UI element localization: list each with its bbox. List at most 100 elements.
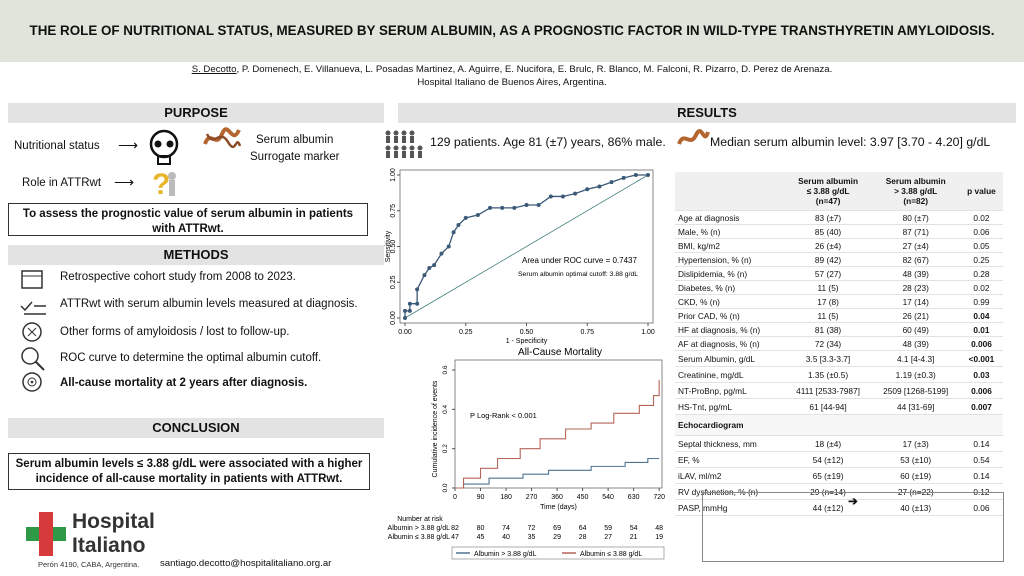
table-cell: HS-Tnt, pg/mL	[675, 398, 785, 415]
risk-count: 64	[579, 525, 587, 532]
table-row: iLAV, ml/m2 65 (±19) 60 (±19) 0.14	[675, 467, 1003, 484]
arrow: ➔	[848, 496, 858, 508]
table-cell: Serum Albumin, g/dL	[675, 350, 785, 367]
hospital-logo-cross	[26, 512, 66, 556]
method-item: All-cause mortality at 2 years after dia…	[60, 377, 308, 389]
table-cell: iLAV, ml/m2	[675, 467, 785, 484]
table-cell: Dislipidemia, % (n)	[675, 266, 785, 281]
risk-label: Number at risk	[397, 516, 443, 523]
table-row: EF, % 54 (±12) 53 (±10) 0.54	[675, 451, 1003, 468]
stat-albumin: Median serum albumin level: 3.97 [3.70 -…	[710, 135, 991, 149]
purpose-right2: Surrogate marker	[250, 151, 340, 163]
risk-count: 74	[502, 525, 510, 532]
header-cell: p value	[959, 172, 1003, 211]
method-item: ROC curve to determine the optimal album…	[60, 352, 322, 364]
protein-icon	[677, 129, 710, 145]
roc-point	[475, 213, 480, 218]
roc-point	[597, 184, 602, 189]
table-cell: Age at diagnosis	[675, 210, 785, 225]
svg-text:?: ?	[152, 168, 170, 200]
table-cell: 82 (67)	[871, 252, 960, 267]
y-axis-label: Sensitivity	[385, 230, 392, 262]
table-cell: Diabetes, % (n)	[675, 280, 785, 295]
roc-point	[432, 263, 437, 268]
table-row: Dislipidemia, % (n) 57 (27) 48 (39) 0.28	[675, 266, 1003, 281]
x-tick-label: 1.00	[641, 329, 655, 336]
header-row: Serum albumin ≤ 3.88 g/dL (n=47) Serum albu…	[675, 172, 1003, 211]
table-row: Creatinine, mg/dL 1.35 (±0.5) 1.19 (±0.3) 0…	[675, 366, 1003, 383]
risk-count: 54	[630, 525, 638, 532]
logo-text: Hospital	[72, 510, 155, 533]
protein-icon	[203, 127, 242, 149]
table-cell: 0.02	[959, 210, 1003, 225]
x-tick-label: 270	[526, 494, 538, 501]
table-cell: 3.5 [3.3-3.7]	[784, 350, 872, 367]
legend-frame	[451, 546, 665, 560]
table-row: Septal thickness, mm 18 (±4) 17 (±3) 0.14	[675, 435, 1003, 452]
x-tick-label: 0.00	[398, 329, 412, 336]
x-tick-label: 630	[628, 494, 640, 501]
plot-frame	[454, 359, 663, 489]
cox-box: ➔	[702, 492, 1004, 562]
table-cell: 4111 [2533-7987]	[784, 382, 872, 399]
table-cell: 0.06	[959, 499, 1003, 516]
roc-point	[585, 187, 590, 192]
y-tick-label: 0.6	[442, 365, 449, 374]
roc-point	[407, 301, 412, 306]
header-line: ≤ 3.88 g/dL	[806, 186, 850, 196]
roc-point	[609, 180, 614, 185]
table-row: HF at diagnosis, % (n) 81 (38) 60 (49) 0.01	[675, 322, 1003, 337]
table-cell: 27 (n=22)	[871, 483, 960, 500]
table-cell: 0.007	[959, 398, 1003, 415]
table-cell: 54 (±12)	[784, 451, 872, 468]
roc-point	[456, 223, 461, 228]
table-cell: 0.05	[959, 238, 1003, 253]
table-row: Male, % (n) 85 (40) 87 (71) 0.06	[675, 224, 1003, 239]
roc-point	[422, 273, 427, 278]
risk-count: 72	[528, 525, 536, 532]
y-tick-label: 0.25	[390, 275, 397, 289]
affiliation: Hospital Italiano de Buenos Aires, Argen…	[417, 77, 607, 88]
header-line: Serum albumin	[885, 176, 946, 186]
table-cell: 0.02	[959, 280, 1003, 295]
email: santiago.decotto@hospitalitaliano.org.ar	[160, 558, 332, 569]
x-tick-label: 0.25	[459, 329, 473, 336]
charts: 0.00 0.25 0.50 0.75 1.000.000.250.500.751.00…	[385, 168, 665, 560]
table-row: Serum Albumin, g/dL 3.5 [3.3-3.7] 4.1 [4-4…	[675, 350, 1003, 367]
table-row: CKD, % (n) 17 (8) 17 (14) 0.99	[675, 294, 1003, 309]
x-tick-label: 0.50	[520, 329, 534, 336]
table-cell: 40 (±13)	[871, 499, 960, 516]
table-cell: Echocardiogram	[675, 414, 1003, 436]
x-tick-label: 720	[653, 494, 665, 501]
y-tick-label: 0.0	[442, 483, 449, 492]
x-tick-label: 0.75	[580, 329, 594, 336]
header-cell	[675, 172, 785, 211]
table-cell: BMI, kg/m2	[675, 238, 785, 253]
roc-point	[573, 191, 578, 196]
table-cell: 1.19 (±0.3)	[871, 366, 960, 383]
method-item: Other forms of amyloidosis / lost to fol…	[60, 326, 290, 338]
risk-count: 29	[553, 534, 561, 541]
roc-cutoff: Serum albumin optimal cutoff: 3.88 g/dL	[518, 271, 638, 278]
conclusion-text: Serum albumin levels ≤ 3.88 g/dL were as…	[8, 453, 370, 490]
arrow: ⟶	[114, 174, 135, 190]
roc-point	[646, 173, 650, 177]
x-tick-label: 0	[453, 494, 457, 501]
table-row: Prior CAD, % (n) 11 (5) 26 (21) 0.04	[675, 308, 1003, 323]
table-cell: 0.14	[959, 467, 1003, 484]
header-line: Serum albumin	[798, 176, 859, 186]
characteristics-table: Serum albumin ≤ 3.88 g/dL (n=47) Serum albu…	[675, 172, 1003, 516]
other-authors: , P. Domenech, E. Villanueva, L. Posadas…	[236, 64, 833, 75]
legend-label: Albumin > 3.88 g/dL	[474, 551, 537, 558]
risk-count: 82	[451, 525, 459, 532]
table-row: Diabetes, % (n) 11 (5) 28 (23) 0.02	[675, 280, 1003, 295]
table-cell: 0.006	[959, 336, 1003, 351]
roc-point	[403, 316, 407, 320]
method-item: ATTRwt with serum albumin levels measure…	[60, 298, 358, 310]
table-cell: 18 (±4)	[784, 435, 872, 452]
y-tick-label: 0.2	[442, 444, 449, 453]
x-tick-label: 360	[551, 494, 563, 501]
purpose-heading: PURPOSE	[8, 103, 384, 123]
table-cell: 72 (34)	[784, 336, 872, 351]
table-cell: 89 (42)	[784, 252, 872, 267]
